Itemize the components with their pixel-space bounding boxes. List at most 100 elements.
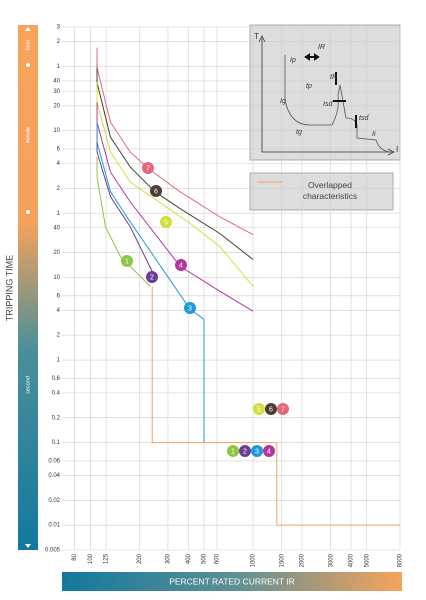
- y-tick-label: 6: [57, 147, 61, 153]
- x-tick-label: 500: [202, 553, 208, 564]
- curve-badge-label: 3: [188, 305, 192, 312]
- inset-label: IR: [318, 44, 325, 51]
- unit-dot: [26, 63, 30, 67]
- inset-axis-label: I: [396, 145, 398, 154]
- curve-badge: [142, 162, 154, 174]
- unit-dot: [26, 210, 30, 214]
- curve-badge-label: 1: [231, 448, 235, 455]
- curve-badge: [160, 216, 172, 228]
- y-tick-label: 1: [57, 64, 61, 70]
- curve-badge-label: 3: [255, 448, 259, 455]
- x-tick-label: 2000: [300, 553, 306, 567]
- inset-label: Ip: [290, 57, 296, 64]
- inset-curve: [284, 55, 393, 153]
- x-tick-label: 3000: [328, 553, 334, 567]
- time-bar: [18, 25, 38, 550]
- y-tick-label: 30: [53, 89, 60, 95]
- y-tick-label: 4: [57, 161, 61, 167]
- curve-badge-label: 6: [269, 406, 273, 413]
- y-tick-label: 20: [53, 250, 60, 256]
- curve-badge-label: 1: [125, 258, 129, 265]
- inset-label: Isd: [323, 101, 333, 108]
- y-tick-label: 3: [57, 25, 61, 31]
- x-tick-label: 1000: [251, 553, 257, 567]
- curve-badge: [146, 271, 158, 283]
- x-tick-label: 4000: [349, 553, 355, 567]
- x-tick-label: 80: [72, 553, 78, 560]
- curve: [96, 151, 153, 272]
- curve-badge: [175, 259, 187, 271]
- x-tick-label: 100: [88, 553, 94, 564]
- inset-label: tg: [296, 129, 302, 136]
- time-unit-label: hour: [25, 38, 31, 50]
- curve-badge: [277, 403, 289, 415]
- curve-badge-label: 6: [154, 188, 158, 195]
- y-tick-label: 6: [57, 293, 61, 299]
- curve-badge: [239, 445, 251, 457]
- x-tick-label: 200: [137, 553, 143, 564]
- curve: [96, 176, 151, 287]
- inset-axis-label: T: [254, 32, 259, 41]
- y-tick-label: 2: [57, 333, 61, 339]
- curve-badge: [263, 445, 275, 457]
- curve: [96, 82, 254, 260]
- curve-badge-label: 2: [243, 448, 247, 455]
- inset-label: Ig: [280, 98, 286, 105]
- y-tick-label: 10: [53, 275, 60, 281]
- inset-label: Ii: [372, 131, 376, 138]
- y-tick-label: 40: [53, 225, 60, 231]
- curve-badge-label: 5: [164, 219, 168, 226]
- curve: [151, 286, 400, 526]
- y-tick-label: 0.1: [52, 440, 61, 446]
- y-tick-label: 10: [53, 128, 60, 134]
- legend-label: Overlapped characteristics: [302, 180, 358, 201]
- y-tick-label: 0.04: [48, 473, 60, 479]
- x-tick-label: 400: [186, 553, 192, 564]
- curve-badge-label: 7: [281, 406, 285, 413]
- x-tick-label: 600: [215, 553, 221, 564]
- curve-badge: [150, 185, 162, 197]
- y-tick-label: 0.2: [52, 415, 61, 421]
- x-tick-label: 1500: [279, 553, 285, 567]
- y-tick-label: 0.01: [48, 523, 60, 529]
- inset-axes: [258, 35, 395, 156]
- x-tick-label: 300: [166, 553, 172, 564]
- y-tick-label: 2: [57, 186, 61, 192]
- curve: [96, 102, 254, 287]
- curve-badge: [227, 445, 239, 457]
- x-bar: [62, 572, 402, 591]
- x-tick-label: 5000: [364, 553, 370, 567]
- inset-box: [249, 24, 401, 161]
- curve-badge: [251, 445, 263, 457]
- y-tick-label: 0.6: [52, 376, 61, 382]
- curve: [96, 67, 254, 236]
- y-tick-label: 2: [57, 39, 61, 45]
- y-tick-label: 20: [53, 103, 60, 109]
- curve-badge-label: 2: [150, 274, 154, 281]
- inset-arrows: [304, 53, 357, 128]
- y-tick-label: 0.4: [52, 390, 61, 396]
- y-tick-label: 0.02: [48, 498, 60, 504]
- y-tick-label: 1: [57, 211, 61, 217]
- y-tick-label: 1: [57, 358, 61, 364]
- curve-badge: [184, 302, 196, 314]
- curve-badge: [265, 403, 277, 415]
- curve: [96, 122, 254, 312]
- time-unit-label: minute: [25, 127, 31, 144]
- curve-badge-label: 7: [146, 165, 150, 172]
- inset-label: tR: [330, 74, 337, 81]
- curve-badge: [253, 403, 265, 415]
- x-axis-label: PERCENT RATED CURRENT IR: [169, 576, 295, 586]
- legend-box: [249, 172, 394, 211]
- curve-badge-label: 5: [257, 406, 261, 413]
- y-tick-label: 4: [57, 308, 61, 314]
- y-tick-label: 0.005: [45, 548, 61, 554]
- inset-label: tsd: [359, 115, 369, 122]
- x-tick-label: 125: [104, 553, 110, 564]
- x-tick-label: 8000: [398, 553, 404, 567]
- curve-badge-label: 4: [267, 448, 271, 455]
- y-tick-label: 40: [53, 79, 60, 85]
- inset-label: tp: [306, 83, 312, 90]
